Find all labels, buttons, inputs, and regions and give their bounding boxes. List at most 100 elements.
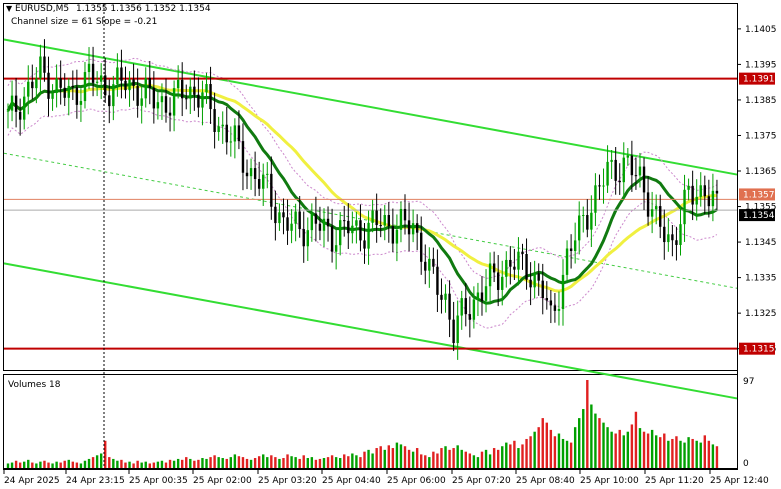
volume-bar [338,458,342,468]
volume-bar [415,448,419,468]
volume-bar [314,459,318,468]
candle [47,56,50,117]
candle [432,247,435,274]
volume-bar [359,457,362,468]
candle-body [176,79,180,89]
volume-bar [132,463,135,468]
x-tick-label: 25 Apr 08:40 [516,476,575,486]
candle [31,64,34,100]
candle [654,194,658,225]
volume-bar [51,463,54,468]
menu-triangle-icon[interactable]: ▼ [6,4,13,13]
current-price-tag-text: 1.1354 [743,211,775,221]
candle [306,217,309,262]
volume-bar [282,458,285,468]
x-tick-label: 25 Apr 00:35 [129,476,188,486]
candle-body [168,112,172,116]
volume-bar [432,451,435,468]
candle [180,62,184,117]
candle [266,162,269,189]
candle [626,148,630,166]
volume-bar [541,418,544,468]
candle [452,301,455,352]
candle [132,63,135,101]
candle-body [31,81,34,89]
candle-body [217,126,220,132]
candle [148,60,151,105]
volume-bar [659,437,662,468]
candle [598,174,601,200]
candle-body [347,220,350,234]
candle-body [274,206,277,224]
candle-body [594,185,597,213]
candle [622,142,625,200]
candle-body [326,218,330,227]
candle-body [112,84,115,107]
volume-bar [116,460,119,468]
candle-body [557,309,561,311]
volume-bar [590,404,593,468]
candle [253,151,257,197]
volume-bar [496,449,500,468]
candle-body [51,93,54,99]
candle-body [343,220,346,222]
volume-bar [326,457,330,468]
volume-bar [108,457,111,468]
candle [233,118,237,159]
candle [667,217,670,252]
candle [257,161,261,196]
candle-body [715,190,719,194]
candle [501,260,504,306]
candle [553,292,557,323]
candle [318,206,322,241]
volume-bar [71,461,75,468]
volume-bar [209,457,212,468]
candle [334,229,338,270]
candle [35,67,38,104]
candle [338,211,342,256]
candle [140,86,143,124]
candle-body [120,67,123,81]
candle-body [598,185,601,187]
volume-bar [197,459,200,468]
volume-bar [671,438,674,468]
candle-body [391,226,395,244]
candle-body [606,161,609,186]
candle [176,65,180,99]
candle [513,248,516,281]
x-tick-label: 25 Apr 10:00 [580,476,639,486]
volume-bar [573,427,577,468]
volume-bar [383,449,386,468]
volume-bar [257,456,261,468]
candle [75,69,79,119]
volume-bar [144,461,147,468]
y-tick-label: 1.1335 [745,274,777,284]
candle-body [266,173,269,175]
candle [675,226,678,261]
candle [185,84,188,110]
candle-body [140,98,143,106]
candle [367,210,370,265]
candle [525,238,528,290]
volume-bar [318,458,322,468]
candle-body [650,209,654,217]
volume-bar [420,454,423,468]
volume-bar [537,427,540,468]
candle-body [614,159,617,181]
candle-body [622,157,625,183]
volume-bar [448,449,451,468]
candle [172,80,176,132]
volume-bar [598,418,601,468]
volume-bar [703,435,706,468]
candle [160,83,164,120]
candle [391,208,395,253]
candle-body [322,218,326,231]
candle-body [6,110,10,112]
volume-bar [444,446,447,468]
volume-bar [95,455,99,468]
volume-bar [695,440,698,468]
candle-body [638,166,642,176]
volume-bar [286,454,289,468]
candle [286,199,289,245]
